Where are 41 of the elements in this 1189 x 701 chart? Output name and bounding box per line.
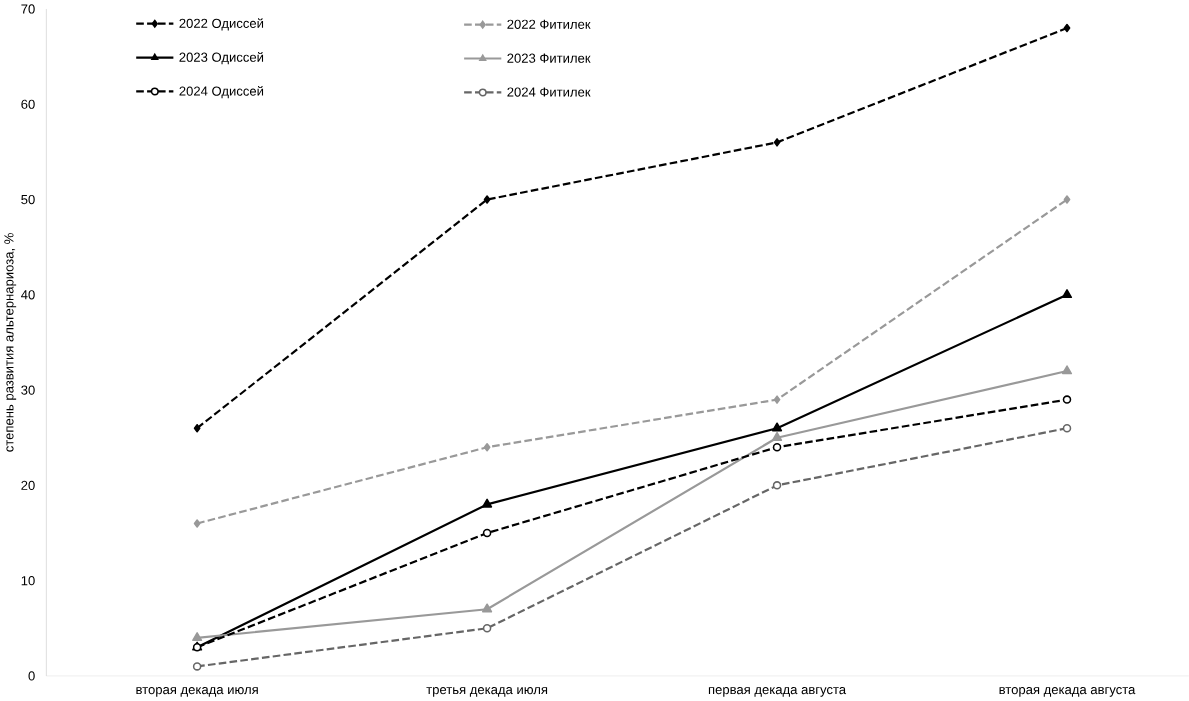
y-tick-label: 10 [21,575,35,586]
y-tick-label: 20 [21,480,35,490]
y-tick-label: 40 [21,290,35,300]
y-tick-label: 50 [21,194,35,205]
x-tick-label: вторая декада августа [999,686,1136,697]
point [1061,288,1073,299]
point [1062,395,1072,404]
point [481,603,493,613]
point [192,662,202,671]
point [773,395,781,404]
y-tick-label: 0 [28,671,35,681]
x-tick-label: первая декада августа [708,686,847,697]
point [773,138,781,147]
point [193,423,201,433]
y-tick-label: 70 [21,4,35,14]
legend-label: 2022 Одиссей [179,18,264,31]
y-axis-title: степень развития альтернариоза, % [4,233,17,452]
point [771,431,783,441]
point [772,442,782,452]
point [482,528,492,538]
point [1061,365,1073,375]
legend-label: 2023 Фитилек [507,53,591,63]
point [771,422,783,432]
point [483,195,491,204]
point [193,519,201,528]
x-tick-label: третья декада июля [426,686,548,697]
legend-label: 2024 Одиссей [179,85,264,99]
y-tick-label: 60 [21,99,35,109]
point [772,481,782,490]
y-tick-label: 30 [21,385,35,395]
x-tick-label: вторая декада июля [136,686,258,697]
legend-label: 2024 Фитилек [507,87,591,97]
point [1063,23,1071,33]
point [482,623,492,633]
point [483,442,491,452]
point [1062,423,1072,433]
legend-label: 2023 Одиссей [179,51,264,65]
point [192,631,203,642]
legend-label: 2022 Фитилек [507,19,591,29]
point [1063,195,1071,204]
point [481,498,493,508]
